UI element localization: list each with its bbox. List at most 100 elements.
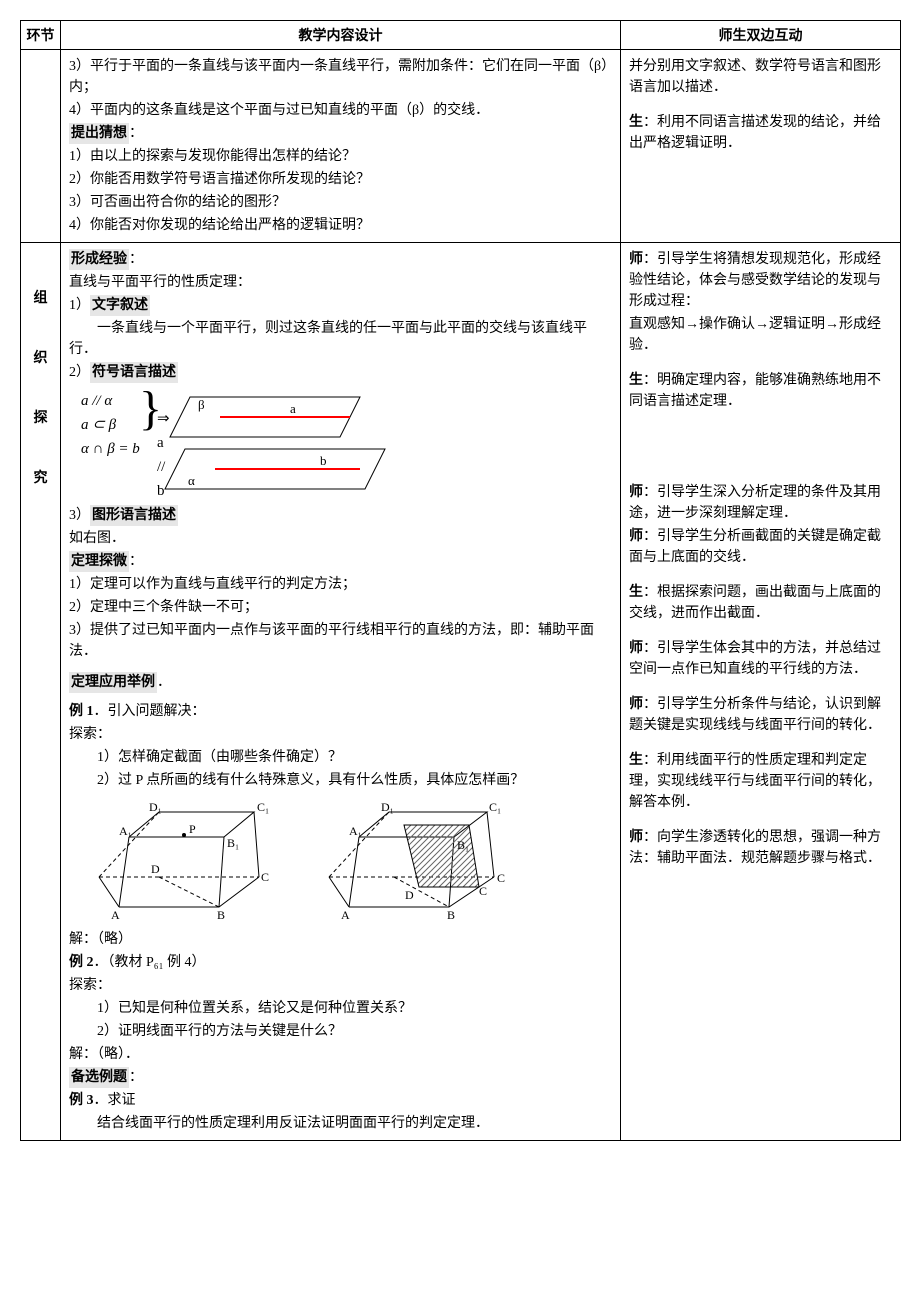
ih-pre: 师 xyxy=(629,697,643,712)
c1-3: 3）平行于平面的一条直线与该平面内一条直线平行，需附加条件：它们在同一平面（β）… xyxy=(69,56,612,98)
ia-pre: 师 xyxy=(629,252,643,267)
math-and-fig: a // α a ⊂ β α ∩ β = b } ⇒ a // b xyxy=(69,389,612,499)
if-pre: 生 xyxy=(629,585,643,600)
c1-4: 4）平面内的这条直线是这个平面与过已知直线的平面（β）的交线． xyxy=(69,100,612,121)
svg-text:C₁: C₁ xyxy=(489,800,501,814)
math-notation: a // α a ⊂ β α ∩ β = b } ⇒ a // b xyxy=(69,389,140,461)
ig: ：引导学生体会其中的方法，并总结过空间一点作已知直线的平行线的方法． xyxy=(629,641,881,677)
ex3-body: 结合线面平行的性质定理利用反证法证明面面平行的判定定理． xyxy=(69,1113,612,1134)
ic: ：明确定理内容，能够准确熟练地用不同语言描述定理． xyxy=(629,373,881,409)
ex1-explore: 探索： xyxy=(69,724,612,745)
g3: 3）可否画出符合你的结论的图形？ xyxy=(69,192,612,213)
svg-text:C₁: C₁ xyxy=(257,800,269,814)
exp3-label: 图形语言描述 xyxy=(90,505,178,526)
th-interact: 师生双边互动 xyxy=(621,21,901,50)
exp3-text: 如右图． xyxy=(69,528,612,549)
ex1-text: ．引入问题解决： xyxy=(94,704,206,719)
ig-pre: 师 xyxy=(629,641,643,656)
prism-1: P A B C D A₁ B₁ C₁ D₁ xyxy=(89,797,289,927)
stage-cell-2: 组 织 探 究 xyxy=(21,243,61,1141)
prism-figures: P A B C D A₁ B₁ C₁ D₁ xyxy=(89,797,612,927)
prism-2: A B C D A₁ B₁ C₁ D₁ C xyxy=(319,797,529,927)
ex2-sol: 解：（略）． xyxy=(69,1044,612,1065)
ex1-sol: 解：（略） xyxy=(69,929,612,950)
ex1-label: 例 1 xyxy=(69,704,94,719)
th-content: 教学内容设计 xyxy=(61,21,621,50)
ie: ：引导学生分析画截面的关键是确定截面与上底面的交线． xyxy=(629,529,881,565)
ex1-q2: 2）过 P 点所画的线有什么特殊意义，具有什么性质，具体应怎样画？ xyxy=(69,770,612,791)
ex1-q1: 1）怎样确定截面（由哪些条件确定）？ xyxy=(69,747,612,768)
ij-pre: 师 xyxy=(629,830,643,845)
svg-text:C: C xyxy=(479,884,487,898)
svg-text:β: β xyxy=(198,397,205,412)
plane-diagram: β a α b xyxy=(160,389,390,499)
exp1-label: 文字叙述 xyxy=(90,295,150,316)
id-pre: 师 xyxy=(629,485,643,500)
ib: 直观感知→操作确认→逻辑证明→形成经验． xyxy=(629,314,892,356)
svg-text:A: A xyxy=(111,908,120,922)
ex2-label: 例 2 xyxy=(69,955,94,970)
header-row: 环节 教学内容设计 师生双边互动 xyxy=(21,21,901,50)
svg-text:D: D xyxy=(405,888,414,902)
m2: 2）定理中三个条件缺一不可； xyxy=(69,597,612,618)
g4: 4）你能否对你发现的结论给出严格的逻辑证明？ xyxy=(69,215,612,236)
page-root: 环节 教学内容设计 师生双边互动 3）平行于平面的一条直线与该平面内一条直线平行… xyxy=(20,20,900,1141)
i2: ：利用不同语言描述发现的结论，并给出严格逻辑证明． xyxy=(629,115,881,151)
opt-title: 备选例题 xyxy=(69,1067,129,1088)
svg-text:b: b xyxy=(320,453,327,468)
svg-text:B₁: B₁ xyxy=(227,836,239,850)
math-l3: α ∩ β = b xyxy=(81,437,140,461)
micro-title: 定理探微 xyxy=(69,551,129,572)
exp-line: 直线与平面平行的性质定理： xyxy=(69,272,612,293)
exp2-label: 符号语言描述 xyxy=(90,362,178,383)
ii: ：利用线面平行的性质定理和判定定理，实现线线平行与线面平行间的转化，解答本例． xyxy=(629,753,881,810)
interact-cell-2: 师：引导学生将猜想发现规范化，形成经验性结论，体会与感受数学结论的发现与形成过程… xyxy=(621,243,901,1141)
ii-pre: 生 xyxy=(629,753,643,768)
svg-text:C: C xyxy=(261,870,269,884)
ex2-q1: 1）已知是何种位置关系，结论又是何种位置关系？ xyxy=(69,998,612,1019)
ic-pre: 生 xyxy=(629,373,643,388)
svg-text:D₁: D₁ xyxy=(149,800,162,814)
svg-text:α: α xyxy=(188,473,195,488)
ie-pre: 师 xyxy=(629,529,643,544)
stage-char-3: 究 xyxy=(29,467,52,487)
exp1-text: 一条直线与一个平面平行，则过这条直线的任一平面与此平面的交线与该直线平行． xyxy=(69,318,612,360)
implies: ⇒ a // b xyxy=(157,407,170,503)
ex2-q2: 2）证明线面平行的方法与关键是什么？ xyxy=(69,1021,612,1042)
svg-text:A: A xyxy=(341,908,350,922)
svg-text:B₁: B₁ xyxy=(457,838,469,852)
i2-pre: 生 xyxy=(629,115,643,130)
i1: 并分别用文字叙述、数学符号语言和图形语言加以描述． xyxy=(629,56,892,98)
ex3-label: 例 3 xyxy=(69,1093,94,1108)
row-2: 组 织 探 究 形成经验： 直线与平面平行的性质定理： 1）文字叙述 一条直线与… xyxy=(21,243,901,1141)
g1: 1）由以上的探索与发现你能得出怎样的结论？ xyxy=(69,146,612,167)
math-l2: a ⊂ β xyxy=(81,413,140,437)
guess-title: 提出猜想 xyxy=(69,123,129,144)
ex2-text: ．（教材 P₆₁ 例 4） xyxy=(94,955,206,970)
interact-cell-1: 并分别用文字叙述、数学符号语言和图形语言加以描述． 生：利用不同语言描述发现的结… xyxy=(621,50,901,243)
svg-text:P: P xyxy=(189,822,196,836)
svg-text:D: D xyxy=(151,862,160,876)
lesson-table: 环节 教学内容设计 师生双边互动 3）平行于平面的一条直线与该平面内一条直线平行… xyxy=(20,20,901,1141)
ih: ：引导学生分析条件与结论，认识到解题关键是实现线线与线面平行间的转化． xyxy=(629,697,881,733)
stage-cell-1 xyxy=(21,50,61,243)
ex2-explore: 探索： xyxy=(69,975,612,996)
svg-text:D₁: D₁ xyxy=(381,800,394,814)
stage-char-0: 组 xyxy=(29,287,52,307)
ia: ：引导学生将猜想发现规范化，形成经验性结论，体会与感受数学结论的发现与形成过程： xyxy=(629,252,881,309)
stage-char-2: 探 xyxy=(29,407,52,427)
th-stage: 环节 xyxy=(21,21,61,50)
exp-title: 形成经验 xyxy=(69,249,129,270)
m3: 3）提供了过已知平面内一点作与该平面的平行线相平行的直线的方法，即：辅助平面法． xyxy=(69,620,612,662)
id: ：引导学生深入分析定理的条件及其用途，进一步深刻理解定理． xyxy=(629,485,881,521)
if: ：根据探索问题，画出截面与上底面的交线，进而作出截面． xyxy=(629,585,881,621)
ij: ：向学生渗透转化的思想，强调一种方法：辅助平面法．规范解题步骤与格式． xyxy=(629,830,881,866)
content-cell-2: 形成经验： 直线与平面平行的性质定理： 1）文字叙述 一条直线与一个平面平行，则… xyxy=(61,243,621,1141)
svg-text:a: a xyxy=(290,401,296,416)
svg-text:B: B xyxy=(447,908,455,922)
svg-text:A₁: A₁ xyxy=(349,824,362,838)
m1: 1）定理可以作为直线与直线平行的判定方法； xyxy=(69,574,612,595)
svg-text:A₁: A₁ xyxy=(119,824,132,838)
content-cell-1: 3）平行于平面的一条直线与该平面内一条直线平行，需附加条件：它们在同一平面（β）… xyxy=(61,50,621,243)
svg-text:B: B xyxy=(217,908,225,922)
